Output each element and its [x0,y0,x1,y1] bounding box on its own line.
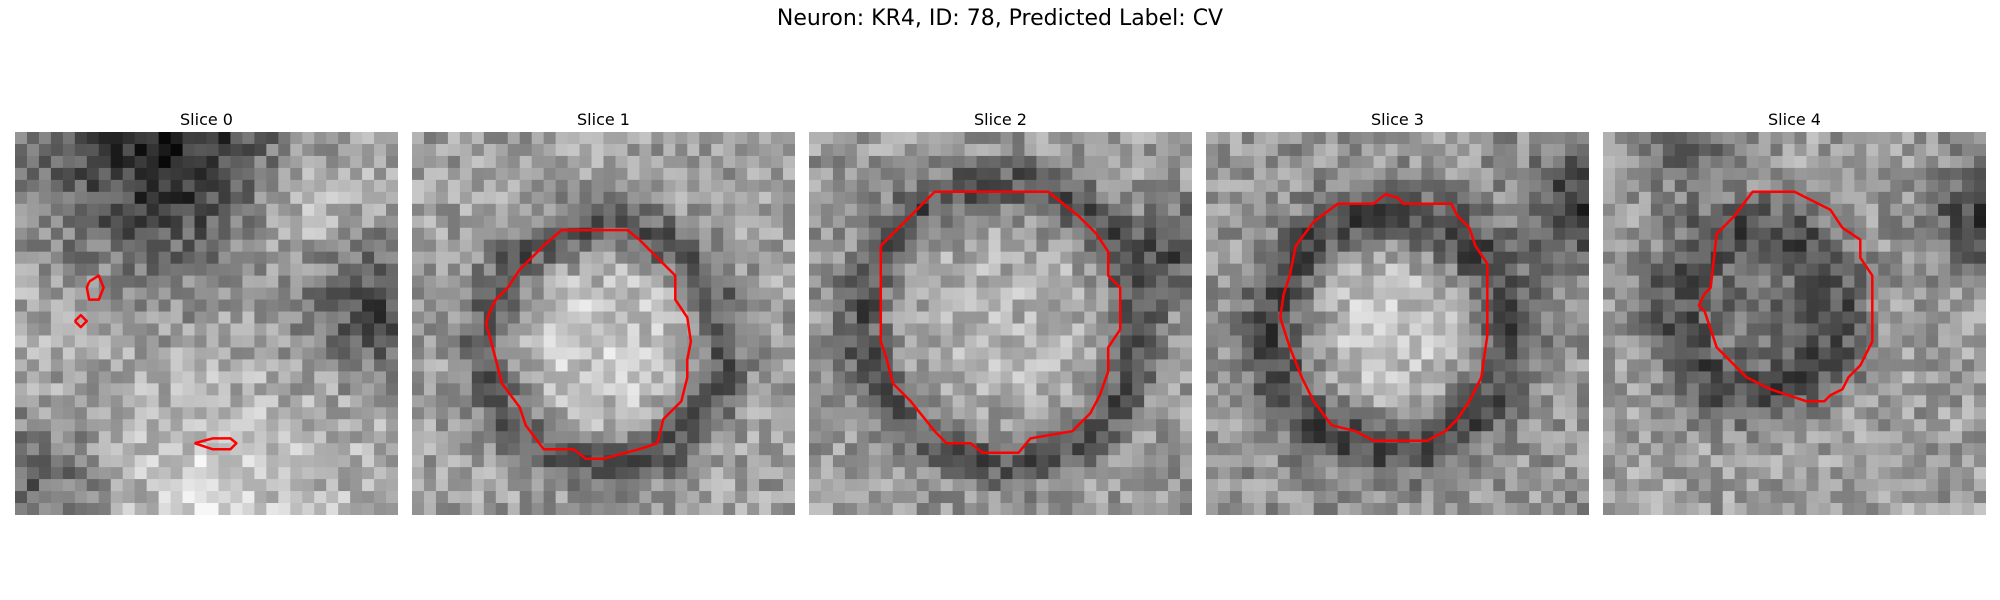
contour-outline [73,313,89,329]
slice-title-2: Slice 2 [974,110,1027,129]
slice-image-0 [15,132,398,515]
slice-image-1 [412,132,795,515]
contour-outline [1697,190,1874,403]
contour-outline [1278,192,1489,443]
pixel-grid [1603,132,1986,515]
pixel-grid [809,132,1192,515]
slice-image-4 [1603,132,1986,515]
contour-outline [879,190,1122,455]
contour-outline [194,437,238,451]
pixel-grid [15,132,398,515]
slice-panel-2: Slice 2 [809,108,1192,515]
slice-panel-0: Slice 0 [15,108,398,515]
contour-outline [85,274,105,301]
slice-title-1: Slice 1 [577,110,630,129]
slice-panel-4: Slice 4 [1603,108,1986,515]
slice-panel-1: Slice 1 [412,108,795,515]
contour-outline [484,228,693,460]
slice-title-0: Slice 0 [180,110,233,129]
slice-title-3: Slice 3 [1371,110,1424,129]
slice-image-2 [809,132,1192,515]
slice-image-3 [1206,132,1589,515]
figure-title: Neuron: KR4, ID: 78, Predicted Label: CV [776,6,1224,31]
slice-panel-3: Slice 3 [1206,108,1589,515]
slice-title-4: Slice 4 [1768,110,1821,129]
pixel-grid [412,132,795,515]
pixel-grid [1206,132,1589,515]
